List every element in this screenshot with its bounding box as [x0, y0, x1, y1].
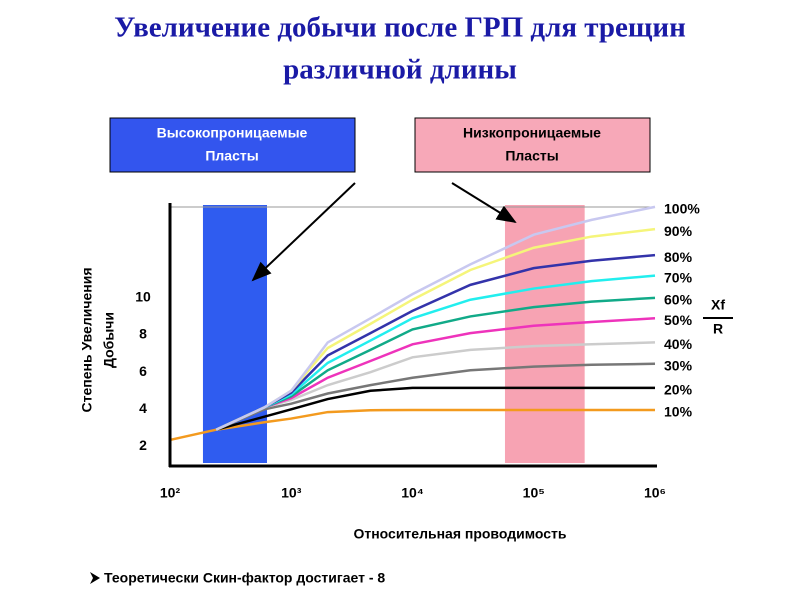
series-label: 40%: [664, 336, 693, 352]
line-series: [215, 341, 656, 431]
y-tick-label: 6: [139, 363, 147, 379]
band: [504, 205, 585, 463]
annotation-text: Высокопроницаемые: [157, 125, 308, 141]
y-tick-label: 2: [139, 437, 147, 453]
annotation-text: Низкопроницаемые: [463, 125, 601, 141]
line-series: [215, 362, 656, 431]
y-tick-label: 4: [139, 400, 147, 416]
annotation: R: [713, 321, 723, 337]
bullet: [90, 572, 100, 584]
y-tick-label: 10: [135, 289, 151, 305]
series-label: 80%: [664, 249, 693, 265]
series-label: 70%: [664, 269, 693, 285]
annotation-text: Пласты: [505, 148, 558, 164]
annotation-text: Пласты: [205, 148, 258, 164]
series-label: 20%: [664, 382, 693, 398]
annotation: Xf: [711, 297, 725, 313]
series-label: 100%: [664, 201, 700, 217]
annotation-box: [414, 117, 651, 173]
x-axis-title: Относительная проводимость: [353, 526, 566, 542]
x-tick-label: 10⁶: [644, 485, 666, 501]
y-axis-title: Степень Увеличения: [79, 268, 95, 413]
chart-title: Увеличение добычи после ГРП для трещин: [114, 12, 686, 44]
bands: [202, 205, 585, 463]
series-label: 90%: [664, 223, 693, 239]
y-axis-title: Добычи: [101, 312, 117, 368]
x-tick-label: 10⁵: [523, 485, 545, 501]
x-tick-label: 10⁴: [401, 485, 424, 501]
plot: [169, 205, 656, 442]
line-series: [215, 205, 656, 431]
y-tick-label: 8: [139, 326, 147, 342]
x-tick-label: 10³: [281, 485, 302, 501]
series-label: 30%: [664, 357, 693, 373]
series-label: 60%: [664, 292, 693, 308]
line-series: [215, 386, 655, 431]
chart-title: различной длины: [283, 54, 517, 86]
series-label: 10%: [664, 404, 693, 420]
x-tick-label: 10²: [160, 485, 181, 501]
annotation-box: [109, 117, 356, 173]
line-series: [169, 408, 655, 442]
arrow: [451, 182, 517, 224]
series-label: 50%: [664, 312, 693, 328]
arrow: [251, 182, 356, 282]
footnote: Теоретически Скин-фактор достигает - 8: [104, 570, 385, 586]
